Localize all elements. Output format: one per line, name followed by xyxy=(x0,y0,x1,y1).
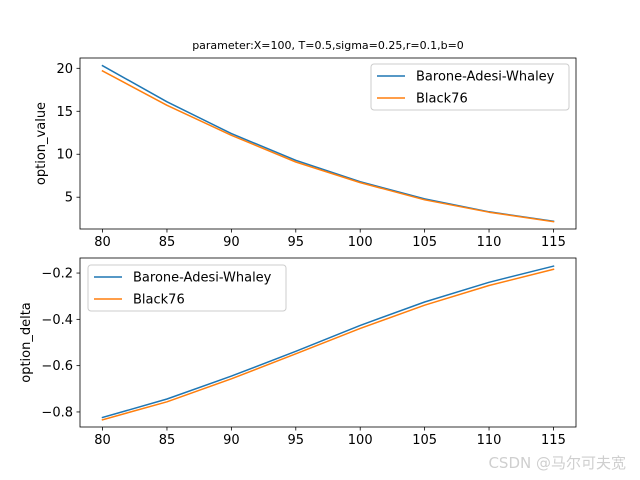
legend: Barone-Adesi-Whaley Black76 xyxy=(370,63,570,111)
legend: Barone-Adesi-Whaley Black76 xyxy=(87,264,287,312)
y-tick-label: 20 xyxy=(56,62,73,77)
legend-label: Barone-Adesi-Whaley xyxy=(133,271,272,286)
series-line-2 xyxy=(101,69,555,223)
x-tick-label: 80 xyxy=(94,433,111,448)
x-tick-label: 90 xyxy=(223,235,240,250)
watermark: CSDN @马尔可夫宽 xyxy=(488,454,626,472)
series-line-1 xyxy=(101,265,555,419)
x-tick-label: 85 xyxy=(159,235,176,250)
y-tick-label: −0.6 xyxy=(41,359,73,374)
chart-1: 80 85 90 95 100 105 110 115 5 10 15 20 option_value B… xyxy=(34,57,577,250)
chart-2: 80 85 90 95 100 105 110 115 −0.8 −0.6 −0.4 −0.2 opti… xyxy=(19,257,577,448)
legend-label: Black76 xyxy=(416,92,468,107)
y-tick-label: 5 xyxy=(65,191,73,206)
x-tick-label: 100 xyxy=(348,235,373,250)
x-tick-label: 95 xyxy=(288,235,305,250)
x-tick-label: 95 xyxy=(288,433,305,448)
axes-frame xyxy=(79,57,577,230)
x-tick-label: 110 xyxy=(477,235,502,250)
legend-box xyxy=(370,63,570,111)
x-tick-label: 115 xyxy=(541,235,566,250)
y-tick-label: −0.2 xyxy=(41,267,73,282)
plots: 80 85 90 95 100 105 110 115 5 10 15 20 option_value B… xyxy=(19,57,577,448)
x-tick-label: 110 xyxy=(477,433,502,448)
x-tick-label: 90 xyxy=(223,433,240,448)
legend-label: Barone-Adesi-Whaley xyxy=(416,70,555,85)
x-tick-label: 100 xyxy=(348,433,373,448)
figure-title: parameter:X=100, T=0.5,sigma=0.25,r=0.1,… xyxy=(192,39,464,52)
y-tick-label: −0.4 xyxy=(41,313,73,328)
x-tick-label: 85 xyxy=(159,433,176,448)
y-tick-label: 15 xyxy=(56,105,73,120)
x-tick-label: 105 xyxy=(412,235,437,250)
y-axis-label: option_delta xyxy=(19,302,34,383)
y-tick-label: 10 xyxy=(56,148,73,163)
x-tick-label: 105 xyxy=(412,433,437,448)
y-tick-label: −0.8 xyxy=(41,405,73,420)
legend-box xyxy=(87,264,287,312)
x-tick-label: 115 xyxy=(541,433,566,448)
axes-frame xyxy=(79,257,577,428)
legend-label: Black76 xyxy=(133,293,185,308)
series-line-2 xyxy=(101,268,555,421)
y-axis-label: option_value xyxy=(34,102,49,185)
x-tick-label: 80 xyxy=(94,235,111,250)
